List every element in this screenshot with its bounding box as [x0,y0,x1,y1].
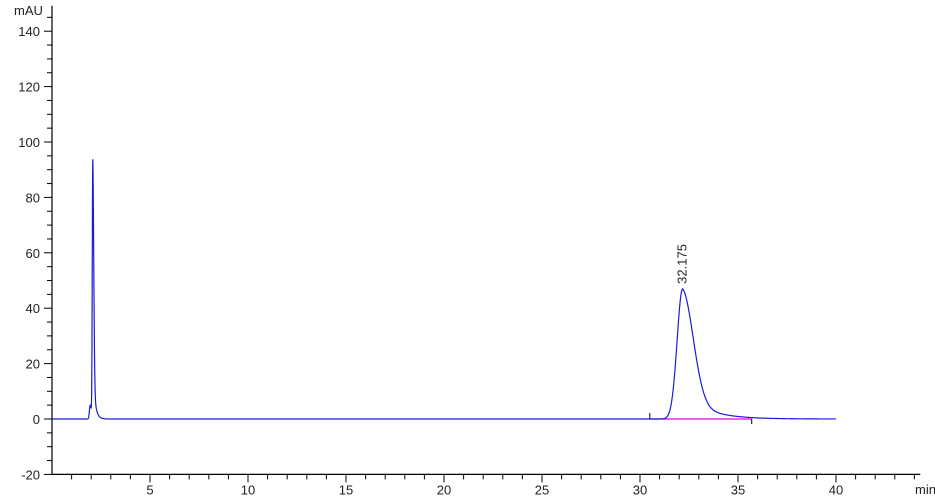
x-tick-label: 40 [829,482,843,496]
y-tick-label: 0 [33,412,40,427]
y-axis-label: mAU [14,3,43,18]
integration-baseline [649,413,753,424]
traces [52,159,836,420]
x-tick-label: 30 [633,482,647,496]
y-tick-label: 80 [26,190,40,205]
peak-retention-label: 32.175 [675,244,690,284]
y-tick-label: 20 [26,357,40,372]
peak-labels: 32.175 [675,244,690,284]
x-tick-label: 5 [146,482,153,496]
y-tick-label: 40 [26,301,40,316]
x-tick-label: 25 [535,482,549,496]
x-tick-label: 15 [339,482,353,496]
y-tick-label: 60 [26,246,40,261]
y-tick-label: 100 [18,135,40,150]
y-tick-label: 120 [18,80,40,95]
x-tick-label: 10 [241,482,255,496]
x-tick-label: 35 [731,482,745,496]
x-tick-label: 20 [437,482,451,496]
y-tick-label: 140 [18,24,40,39]
y-tick-label: -20 [21,467,40,482]
chromatogram-trace [52,159,836,420]
x-axis-label: min [915,482,935,496]
axes: -20 0 20 40 60 80 100 120 140 5 10 15 20 25 30 35 40 [18,5,921,496]
